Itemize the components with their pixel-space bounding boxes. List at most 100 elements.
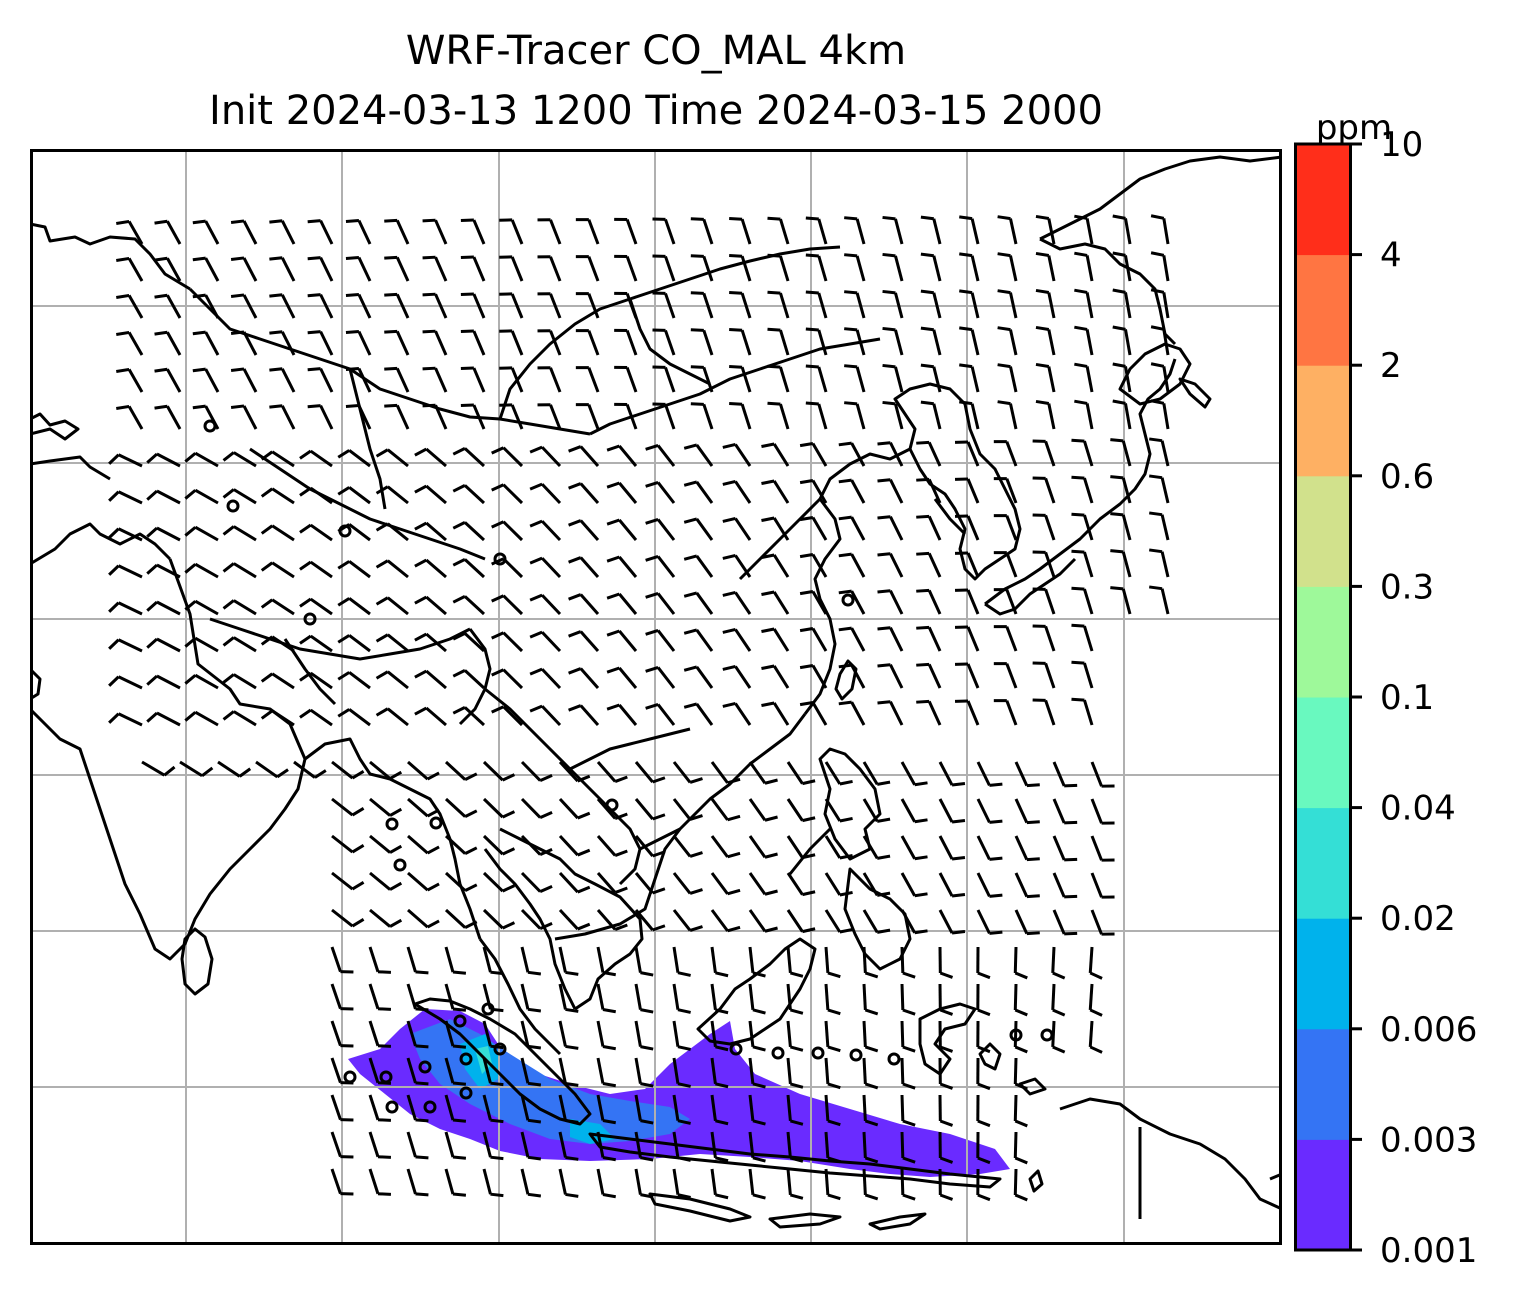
wind-barb-flag [989, 856, 1003, 861]
wind-barb-flag [799, 590, 814, 596]
calm-wind-circle [493, 552, 507, 566]
wind-barb-shaft [1121, 440, 1132, 467]
wind-barb-flag [959, 400, 973, 406]
wind-barb-flag [614, 812, 628, 820]
wind-barb-shaft [734, 554, 752, 578]
wind-barb-flag [529, 482, 543, 491]
wind-barb-flag [269, 330, 283, 335]
wind-barb-flag [337, 634, 351, 644]
wind-barb-shaft [1162, 366, 1170, 393]
wind-barb-shaft [850, 442, 866, 467]
wind-barb-flag [1035, 399, 1050, 406]
wind-barb-flag [722, 701, 736, 708]
wind-barb-flag [452, 1192, 467, 1197]
wind-barb-shaft [117, 564, 143, 579]
wind-barb-shaft [779, 218, 790, 245]
wind-barb-shaft [1160, 440, 1170, 467]
calm-wind-circle [605, 798, 619, 812]
wind-barb-shaft [204, 294, 220, 319]
wind-barb-flag [375, 633, 389, 643]
calm-wind-circle [459, 1086, 473, 1100]
wind-barb-flag [230, 256, 245, 261]
wind-barb-flag [989, 819, 1003, 824]
wind-barb-shaft [309, 523, 333, 542]
wind-barb-shaft [656, 666, 676, 689]
wind-barb-flag [606, 703, 620, 711]
wind-barb-shaft [618, 482, 638, 504]
wind-barb-flag [715, 1193, 729, 1200]
wind-barb-shaft [331, 760, 354, 780]
wind-barb-flag [184, 489, 197, 500]
wind-barb-shaft [1083, 662, 1094, 689]
colorbar-band [1295, 365, 1351, 477]
wind-barb-shaft [348, 523, 371, 542]
wind-barb-shaft [710, 983, 717, 1010]
wind-barb-shaft [740, 292, 752, 319]
wind-barb-shaft [472, 330, 486, 356]
wind-barb-shaft [434, 330, 448, 356]
wind-barb-shaft [932, 255, 942, 282]
wind-barb-shaft [520, 797, 542, 819]
wind-barb-flag [192, 404, 206, 410]
wind-barb-flag [1064, 894, 1078, 899]
wind-barb-flag [491, 594, 505, 603]
wind-barb-shaft [502, 520, 524, 542]
wind-barb-flag [299, 449, 312, 460]
wind-barb-shaft [927, 589, 942, 615]
wind-barb-flag [452, 447, 466, 456]
wind-barb-shaft [779, 403, 790, 430]
wind-barb-shaft [233, 562, 257, 579]
wind-barb-shaft [1009, 403, 1018, 430]
wind-barb-flag [640, 971, 654, 977]
wind-barb-flag [414, 447, 428, 457]
wind-barb-shaft [634, 1057, 642, 1084]
wind-barb-shaft [656, 703, 676, 726]
wind-barb-shaft [406, 1168, 417, 1195]
wind-barb-flag [838, 626, 852, 632]
wind-barb-flag [761, 479, 775, 485]
wind-barb-shaft [772, 517, 790, 541]
calm-wind-markers [203, 419, 1054, 1114]
wind-barb-shaft [579, 704, 600, 726]
wind-barb-shaft [710, 1020, 717, 1047]
wind-barb-flag [761, 627, 775, 633]
wind-barb-shaft [710, 798, 729, 821]
wind-barb-shaft [702, 403, 714, 430]
wind-barb-flag [882, 400, 896, 406]
wind-barb-shaft [463, 521, 486, 542]
wind-barb-flag [1071, 660, 1085, 665]
wind-barb-shaft [862, 983, 867, 1011]
wind-barb-shaft [734, 517, 752, 541]
wind-barb-shaft [1044, 440, 1056, 467]
wind-barb-shaft [348, 486, 371, 505]
wind-barb-shaft [395, 330, 410, 356]
wind-barb-flag [914, 855, 928, 861]
wind-barb-shaft [549, 219, 562, 245]
wind-barb-flag [415, 1044, 429, 1049]
wind-barb-shaft [406, 1094, 417, 1121]
wind-barb-shaft [596, 909, 617, 931]
wind-barb-flag [939, 1045, 954, 1053]
wind-barb-shaft [862, 761, 879, 786]
wind-barb-shaft [900, 946, 905, 974]
wind-barb-flag [568, 519, 582, 527]
wind-barb-flag [939, 1119, 954, 1127]
wind-barb-flag [789, 1156, 804, 1163]
wind-barb-shaft [734, 665, 752, 689]
wind-barb-flag [539, 774, 553, 782]
wind-barb-shaft [204, 368, 220, 393]
wind-barb-flag [260, 561, 274, 572]
wind-barb-shaft [558, 834, 579, 857]
wind-barb-flag [640, 1045, 654, 1051]
wind-barb-flag [844, 401, 858, 406]
wind-barb-flag [154, 404, 168, 410]
wind-barb-shaft [194, 599, 219, 616]
wind-barb-shaft [549, 256, 562, 282]
wind-barb-flag [689, 851, 703, 858]
colorbar-tick-label: 2 [1380, 346, 1402, 386]
wind-barb-flag [1112, 399, 1126, 405]
wind-barb-shaft [625, 293, 638, 319]
wind-barb-shaft [194, 636, 219, 653]
wind-barb-flag [977, 971, 991, 980]
wind-barb-shaft [1090, 909, 1103, 935]
